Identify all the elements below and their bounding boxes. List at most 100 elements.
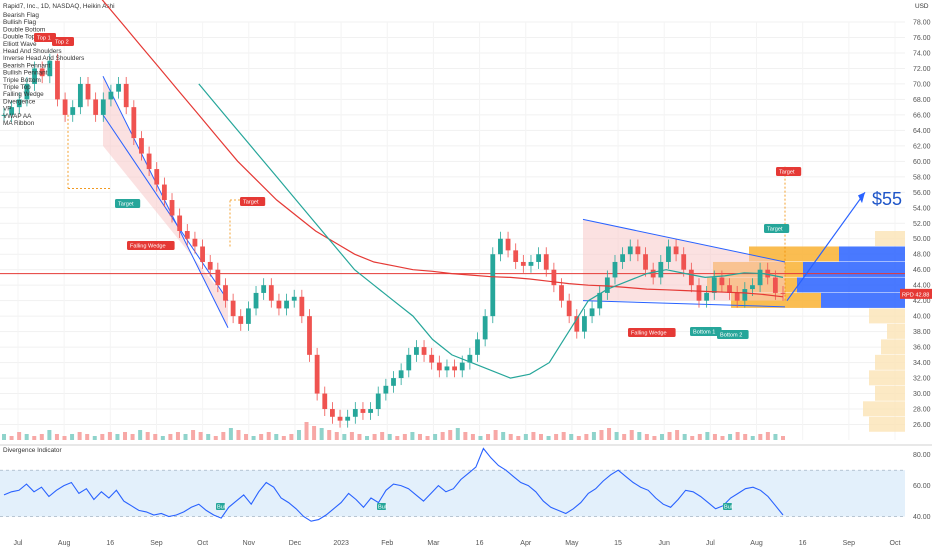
volume-bar xyxy=(750,436,755,440)
price-tick-label: 70.00 xyxy=(913,81,931,88)
candle-body xyxy=(444,366,450,371)
candle-body xyxy=(284,300,289,309)
volume-bar xyxy=(274,434,279,440)
price-tick-label: 76.00 xyxy=(913,35,931,42)
candle-body xyxy=(772,277,778,293)
candle-body xyxy=(131,107,137,139)
volume-bar xyxy=(130,434,135,440)
candle-body xyxy=(291,296,297,301)
time-tick-label: 16 xyxy=(799,540,807,547)
candle-body xyxy=(673,246,679,255)
volume-bar xyxy=(531,432,536,440)
candle-body xyxy=(681,254,687,270)
candle-body xyxy=(116,83,121,92)
volume-bar xyxy=(486,434,491,440)
volume-profile-bar-value-area xyxy=(749,246,839,262)
volume-bar xyxy=(637,432,642,440)
label-target-3-bg xyxy=(764,224,790,233)
volume-bar xyxy=(380,432,385,440)
candle-body xyxy=(643,254,648,270)
wedge-lower-line xyxy=(102,114,229,301)
volume-bar xyxy=(206,434,211,440)
volume-bar xyxy=(667,432,672,440)
indicator-list-item: Bearish Pennant xyxy=(3,62,50,69)
candle-body xyxy=(169,200,175,216)
candle-body xyxy=(9,107,15,115)
candle-body xyxy=(345,416,351,421)
candle-body xyxy=(780,292,786,294)
price-tick-label: 44.00 xyxy=(913,283,931,290)
time-tick-label: Dec xyxy=(289,540,302,547)
candle-body xyxy=(223,285,228,301)
label-target-1: Target xyxy=(118,202,134,208)
volume-bar xyxy=(554,434,559,440)
volume-bar xyxy=(153,434,158,440)
volume-bar xyxy=(781,436,785,440)
time-axis: Jul Aug 16 Sep Oct Nov Dec 2023 Feb Mar 16 Apr May 15… xyxy=(14,540,901,547)
volume-bar xyxy=(758,434,763,440)
indicator-list-item: Triple Top xyxy=(3,84,31,91)
candle-body xyxy=(93,99,99,115)
time-tick-label: Jul xyxy=(14,540,23,547)
volume-bar xyxy=(251,436,256,440)
candle-body xyxy=(215,269,221,286)
volume-bar xyxy=(62,436,67,440)
volume-bar xyxy=(70,434,75,440)
indicator-list-item: Elliott Wave xyxy=(3,41,37,48)
candle-body xyxy=(711,277,717,293)
time-tick-label: 16 xyxy=(106,540,114,547)
time-tick-label: Sep xyxy=(843,540,856,547)
candle-body xyxy=(307,316,312,355)
volume-bar xyxy=(644,434,649,440)
volume-profile-bar xyxy=(803,261,905,277)
time-tick-label: Feb xyxy=(381,540,393,547)
volume-bar xyxy=(591,432,596,440)
chart-title: Rapid7, Inc., 1D, NASDAQ, Heikin Ashi xyxy=(3,3,115,10)
time-tick-label: 2023 xyxy=(333,540,349,547)
candle-body xyxy=(192,238,198,247)
label-target-2-bg xyxy=(240,197,266,206)
label-target-1-bg xyxy=(115,199,141,208)
candle-body xyxy=(32,68,37,84)
label-top-2-bg xyxy=(52,37,74,46)
volume-bar xyxy=(39,434,44,440)
candle-body xyxy=(559,285,564,301)
candle-body xyxy=(650,269,656,278)
indicator-list-item: Bearish Flag xyxy=(3,12,39,19)
volume-bar xyxy=(259,434,264,440)
label-bottom-1-bg xyxy=(690,327,722,336)
candle-body xyxy=(391,378,396,386)
label-falling-wedge-2: Falling Wedge xyxy=(631,331,667,337)
candle-body xyxy=(582,316,587,332)
volume-bar xyxy=(629,430,634,440)
candle-body xyxy=(62,99,68,115)
volume-bar xyxy=(221,432,226,440)
ma-slow-line xyxy=(101,0,784,298)
volume-bar xyxy=(304,422,309,440)
volume-bar xyxy=(17,432,22,440)
label-target-4-bg xyxy=(776,167,802,176)
volume-bar xyxy=(765,432,770,440)
volume-bar xyxy=(720,436,725,440)
volume-bar xyxy=(773,434,778,440)
volume-bar xyxy=(523,434,528,440)
last-price-tag: RPD 42.88 xyxy=(902,292,929,298)
volume-bar xyxy=(455,428,460,440)
volume-bar xyxy=(448,430,453,440)
candle-body xyxy=(589,308,595,317)
volume-bar xyxy=(395,436,400,440)
time-tick-label: Oct xyxy=(890,540,901,547)
candle-body xyxy=(688,269,694,286)
candle-body xyxy=(727,285,732,293)
volume-bar xyxy=(387,434,392,440)
candle-body xyxy=(490,254,496,317)
volume-bar xyxy=(175,432,180,440)
candle-body xyxy=(704,292,710,301)
volume-bar xyxy=(198,432,203,440)
volume-profile-bar xyxy=(869,416,905,432)
volume-bar xyxy=(9,436,14,440)
price-tick-label: 64.00 xyxy=(913,128,931,135)
volume-profile-bar xyxy=(863,401,905,417)
indicator-list-item: Double Top xyxy=(3,34,36,41)
